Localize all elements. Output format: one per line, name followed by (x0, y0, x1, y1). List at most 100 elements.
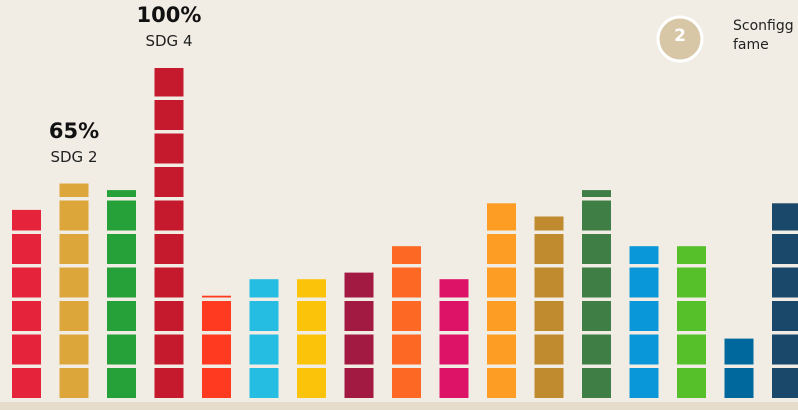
bar-segment (154, 167, 184, 197)
bar-segment (677, 334, 706, 365)
bar-segment (154, 301, 184, 331)
bar-segment (344, 272, 374, 298)
bar-segment (629, 267, 659, 298)
bar-sdg-6 (249, 279, 279, 398)
bar-segment (724, 368, 754, 398)
bar-segment (249, 279, 279, 298)
note-text-line2: fame (733, 37, 769, 53)
bar-sdg-5 (202, 295, 231, 398)
bar-segment (629, 246, 659, 264)
bar-segment (59, 368, 89, 398)
bar-segment (59, 183, 89, 197)
bar-segment (249, 334, 279, 365)
bar-segment (297, 334, 326, 365)
bar-segment (534, 301, 564, 331)
bar-segment (12, 234, 41, 264)
bar-segment (154, 133, 184, 164)
bar-sdg-14 (629, 246, 659, 398)
bar-segment (154, 267, 184, 298)
bar-segment (772, 368, 798, 398)
bar-segment (154, 368, 184, 398)
bar-segment (724, 338, 754, 365)
bar-segment (107, 200, 136, 231)
bar-segment (487, 267, 516, 298)
bar-segment (59, 200, 89, 231)
bar-segment (582, 368, 611, 398)
bar-segment (297, 368, 326, 398)
bar-segment (487, 301, 516, 331)
bar-segment (202, 295, 231, 298)
bar-segment (344, 301, 374, 331)
bar-sdg-15 (677, 246, 706, 398)
bar-sdg-11 (487, 203, 516, 398)
bar-segment (202, 368, 231, 398)
bar-segment (772, 203, 798, 231)
bar-sdg-1 (12, 209, 41, 398)
bar-segment (202, 334, 231, 365)
bar-segment (392, 301, 421, 331)
bar-segment (582, 301, 611, 331)
bar-segment (297, 301, 326, 331)
callout-sdg2-label: SDG 2 (50, 147, 98, 166)
bar-segment (487, 334, 516, 365)
bar-segment (107, 368, 136, 398)
bar-segment (677, 246, 706, 264)
bar-sdg-9 (392, 246, 421, 398)
bar-segment (12, 368, 41, 398)
bar-segment (107, 234, 136, 264)
bar-segment (59, 267, 89, 298)
note-number-badge (656, 15, 704, 63)
bar-sdg-3 (107, 190, 136, 398)
bar-segment (629, 368, 659, 398)
callout-sdg4-value: 100% (136, 3, 202, 27)
bar-segment (629, 334, 659, 365)
note-number: 2 (674, 26, 686, 46)
bar-segment (249, 301, 279, 331)
bar-segment (772, 267, 798, 298)
bar-segment (107, 190, 136, 197)
bar-segment (12, 334, 41, 365)
bar-segment (59, 234, 89, 264)
bar-segment (534, 216, 564, 231)
bar-segment (107, 267, 136, 298)
bar-segment (154, 334, 184, 365)
bar-sdg-12 (534, 216, 564, 398)
bar-segment (154, 234, 184, 264)
bar-sdg-2 (59, 183, 89, 398)
bar-sdg-13 (582, 190, 611, 398)
bar-segment (297, 279, 326, 298)
bar-segment (344, 368, 374, 398)
bar-segment (439, 279, 469, 298)
callout-sdg2-value: 65% (48, 118, 100, 143)
bar-sdg-17 (772, 203, 798, 398)
bar-segment (629, 301, 659, 331)
bar-sdg-16 (724, 338, 754, 398)
bar-segment (392, 246, 421, 264)
bar-segment (677, 301, 706, 331)
bar-segment (772, 301, 798, 331)
bar-segment (249, 368, 279, 398)
bar-segment (12, 301, 41, 331)
bar-segment (677, 368, 706, 398)
bar-segment (12, 267, 41, 298)
bar-segment (582, 190, 611, 197)
bar-segment (392, 368, 421, 398)
bar-segment (344, 334, 374, 365)
bar-segment (582, 267, 611, 298)
bar-segment (202, 301, 231, 331)
note-text-line1: Sconfigg (733, 18, 794, 34)
bar-sdg-8 (344, 272, 374, 398)
bar-segment (772, 234, 798, 264)
bar-segment (534, 368, 564, 398)
bar-segment (487, 234, 516, 264)
bar-segment (772, 334, 798, 365)
bar-segment (107, 334, 136, 365)
bar-segment (59, 334, 89, 365)
bar-segment (392, 334, 421, 365)
bar-segment (154, 68, 184, 97)
bar-segment (487, 203, 516, 231)
bar-segment (12, 209, 41, 231)
bar-segment (59, 301, 89, 331)
